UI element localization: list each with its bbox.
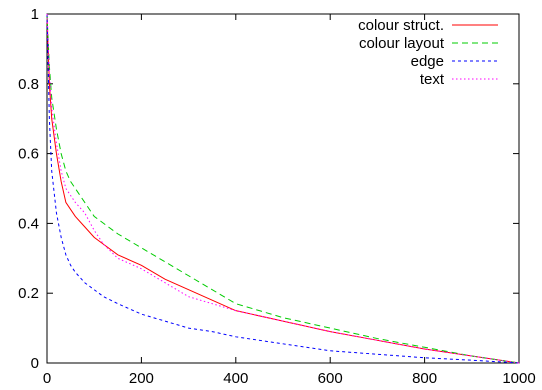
y-tick-label: 0.8 bbox=[18, 76, 39, 93]
legend-label: colour struct. bbox=[358, 17, 444, 34]
y-tick-label: 0 bbox=[31, 355, 39, 372]
legend-label: colour layout bbox=[359, 35, 445, 52]
plot-border bbox=[46, 13, 520, 364]
legend-label: edge bbox=[411, 53, 444, 70]
legend-label: text bbox=[420, 71, 445, 88]
y-tick-label: 0.4 bbox=[18, 215, 39, 232]
series-line-text bbox=[46, 13, 520, 364]
series-line-edge bbox=[46, 13, 520, 364]
series-line-colour-struct bbox=[46, 13, 520, 364]
x-tick-label: 400 bbox=[223, 370, 248, 387]
x-tick-label: 600 bbox=[318, 370, 343, 387]
series-layer bbox=[46, 13, 520, 364]
y-tick-label: 1 bbox=[31, 6, 39, 23]
y-tick-label: 0.6 bbox=[18, 146, 39, 163]
y-axis: 0 0.2 0.4 0.6 0.8 1 bbox=[18, 6, 519, 372]
series-line-colour-layout bbox=[46, 13, 520, 364]
x-tick-label: 1000 bbox=[502, 370, 535, 387]
x-tick-label: 0 bbox=[43, 370, 51, 387]
x-tick-label: 200 bbox=[129, 370, 154, 387]
plot-frame bbox=[46, 13, 520, 364]
y-tick-label: 0.2 bbox=[18, 285, 39, 302]
x-tick-label: 800 bbox=[412, 370, 437, 387]
x-axis: 0 200 400 600 800 1000 bbox=[43, 14, 536, 387]
